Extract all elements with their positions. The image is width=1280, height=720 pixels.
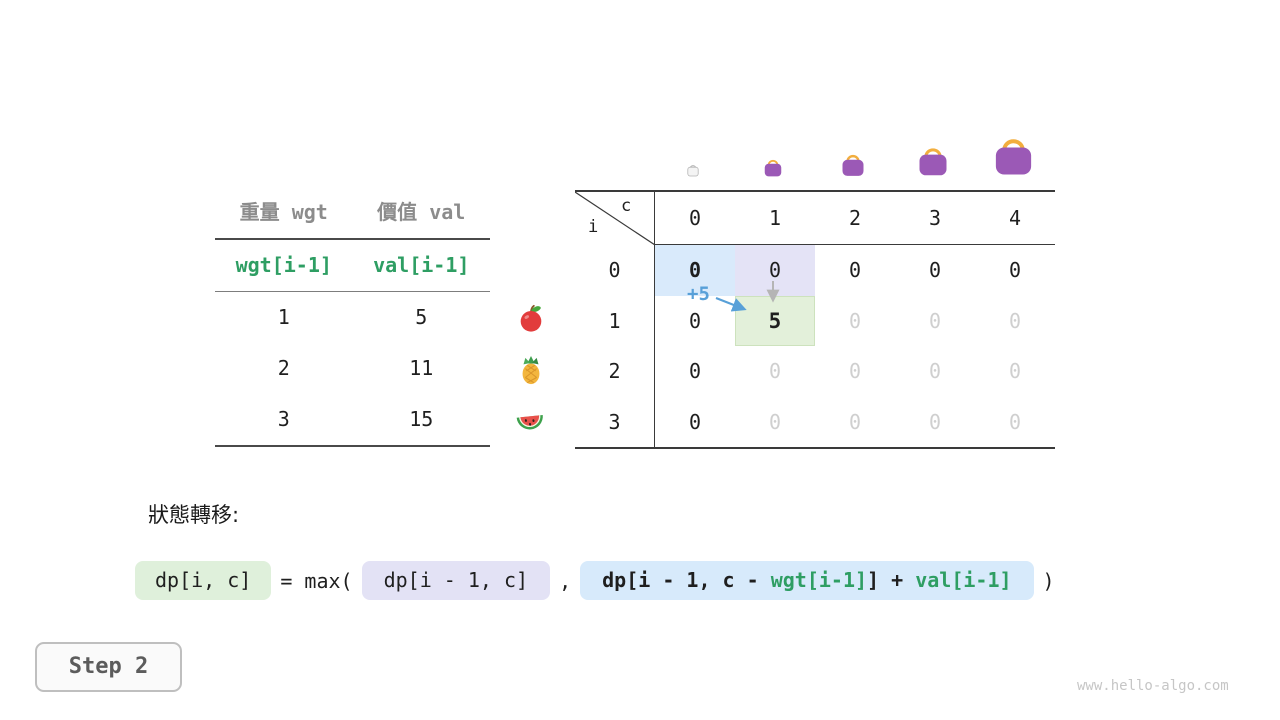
items-col-weight: 重量 wgt <box>239 200 328 224</box>
dp-col-header-4: 4 <box>975 192 1055 245</box>
item-3-weight: 3 <box>277 407 290 431</box>
items-table-header-row: 重量 wgt 價值 val <box>215 186 490 240</box>
formula-arg2-wgt: wgt[i-1] <box>770 568 868 592</box>
dp-cell-r2-c3: 0 <box>928 359 942 383</box>
dp-cell-r0-c3: 0 <box>928 258 942 282</box>
site-watermark: www.hello-algo.com <box>1077 678 1229 694</box>
formula-arg2: dp[i - 1, c - wgt[i-1]] + val[i-1] <box>580 561 1034 600</box>
wgt-index-label: wgt[i-1] <box>235 253 332 277</box>
bag-capacity-3-icon <box>917 148 949 177</box>
dp-table: c i 0 1 2 3 4 0 0 0 0 0 0 1 0 5 0 0 0 2 <box>575 190 1055 449</box>
dp-cell-r1-c4: 0 <box>1008 309 1022 333</box>
bag-capacity-1-icon <box>763 159 783 178</box>
transition-formula: dp[i, c] = max( dp[i - 1, c] , dp[i - 1,… <box>135 561 1064 600</box>
item-row-1: 1 5 <box>215 292 490 343</box>
watermelon-icon <box>515 406 545 436</box>
dp-row-2: 2 0 0 0 0 0 <box>575 346 1055 397</box>
step-badge: Step 2 <box>35 642 182 692</box>
corner-diagonal-line <box>575 192 655 245</box>
item-1-value: 5 <box>415 305 428 329</box>
dp-cell-r1-c1: 5 <box>735 296 815 346</box>
formula-comma: , <box>559 568 572 593</box>
dp-col-header-1: 1 <box>735 192 815 245</box>
formula-arg2-part3: ] + <box>867 568 916 592</box>
dp-cell-r3-c1: 0 <box>768 410 782 434</box>
dp-corner-cell: c i <box>575 192 655 245</box>
formula-arg1: dp[i - 1, c] <box>361 561 551 600</box>
items-table-index-row: wgt[i-1] val[i-1] <box>215 240 490 292</box>
dp-col-header-0: 0 <box>655 192 735 245</box>
item-3-value: 15 <box>409 407 434 431</box>
dp-cell-r2-c4: 0 <box>1008 359 1022 383</box>
val-index-label: val[i-1] <box>373 253 470 277</box>
dp-cell-r0-c4: 0 <box>1008 258 1022 282</box>
dp-col-header-3: 3 <box>895 192 975 245</box>
formula-arg2-val: val[i-1] <box>915 568 1012 592</box>
bag-capacity-4-icon <box>993 139 1034 177</box>
dp-cell-r2-c2: 0 <box>848 359 862 383</box>
item-1-weight: 1 <box>277 305 290 329</box>
bag-capacity-2-icon <box>841 154 865 178</box>
dp-row-header-0: 0 <box>575 245 655 296</box>
dp-cell-r3-c3: 0 <box>928 410 942 434</box>
bag-capacity-0-icon <box>687 165 699 177</box>
dp-row-header-1: 1 <box>575 296 655 346</box>
dp-col-header-2: 2 <box>815 192 895 245</box>
pineapple-icon <box>516 355 546 385</box>
dp-row-3: 3 0 0 0 0 0 <box>575 397 1055 447</box>
dp-header-row: c i 0 1 2 3 4 <box>575 192 1055 245</box>
dp-cell-r0-c1: 0 <box>735 245 815 296</box>
dp-cell-r2-c1: 0 <box>768 359 782 383</box>
dp-cell-r0-c0: 0 <box>655 245 735 296</box>
items-table: 重量 wgt 價值 val wgt[i-1] val[i-1] 1 5 2 11… <box>215 186 490 447</box>
corner-col-label: c <box>621 196 632 216</box>
dp-row-header-3: 3 <box>575 397 655 447</box>
corner-row-label: i <box>588 217 599 237</box>
item-row-2: 2 11 <box>215 343 490 394</box>
dp-row-0: 0 0 0 0 0 0 <box>575 245 1055 296</box>
formula-arg2-part1: dp[i - 1, c - <box>602 568 771 592</box>
apple-icon <box>516 303 546 333</box>
dp-cell-r3-c4: 0 <box>1008 410 1022 434</box>
plus-five-annotation: +5 <box>687 283 710 305</box>
formula-lhs: dp[i, c] <box>135 561 272 600</box>
dp-row-header-2: 2 <box>575 346 655 397</box>
dp-cell-r3-c0: 0 <box>688 410 702 434</box>
formula-close-paren: ) <box>1042 568 1055 593</box>
dp-cell-r0-c2: 0 <box>848 258 862 282</box>
transition-title: 狀態轉移: <box>148 503 240 527</box>
dp-cell-r1-c2: 0 <box>848 309 862 333</box>
item-2-weight: 2 <box>277 356 290 380</box>
dp-cell-r1-c0: 0 <box>688 309 702 333</box>
item-2-value: 11 <box>409 356 434 380</box>
dp-cell-r2-c0: 0 <box>688 359 702 383</box>
dp-row-1: 1 0 5 0 0 0 <box>575 296 1055 346</box>
dp-cell-r3-c2: 0 <box>848 410 862 434</box>
items-col-value: 價值 val <box>377 200 466 224</box>
item-row-3: 3 15 <box>215 394 490 445</box>
dp-cell-r1-c3: 0 <box>928 309 942 333</box>
formula-equals-max: = max( <box>280 568 353 593</box>
